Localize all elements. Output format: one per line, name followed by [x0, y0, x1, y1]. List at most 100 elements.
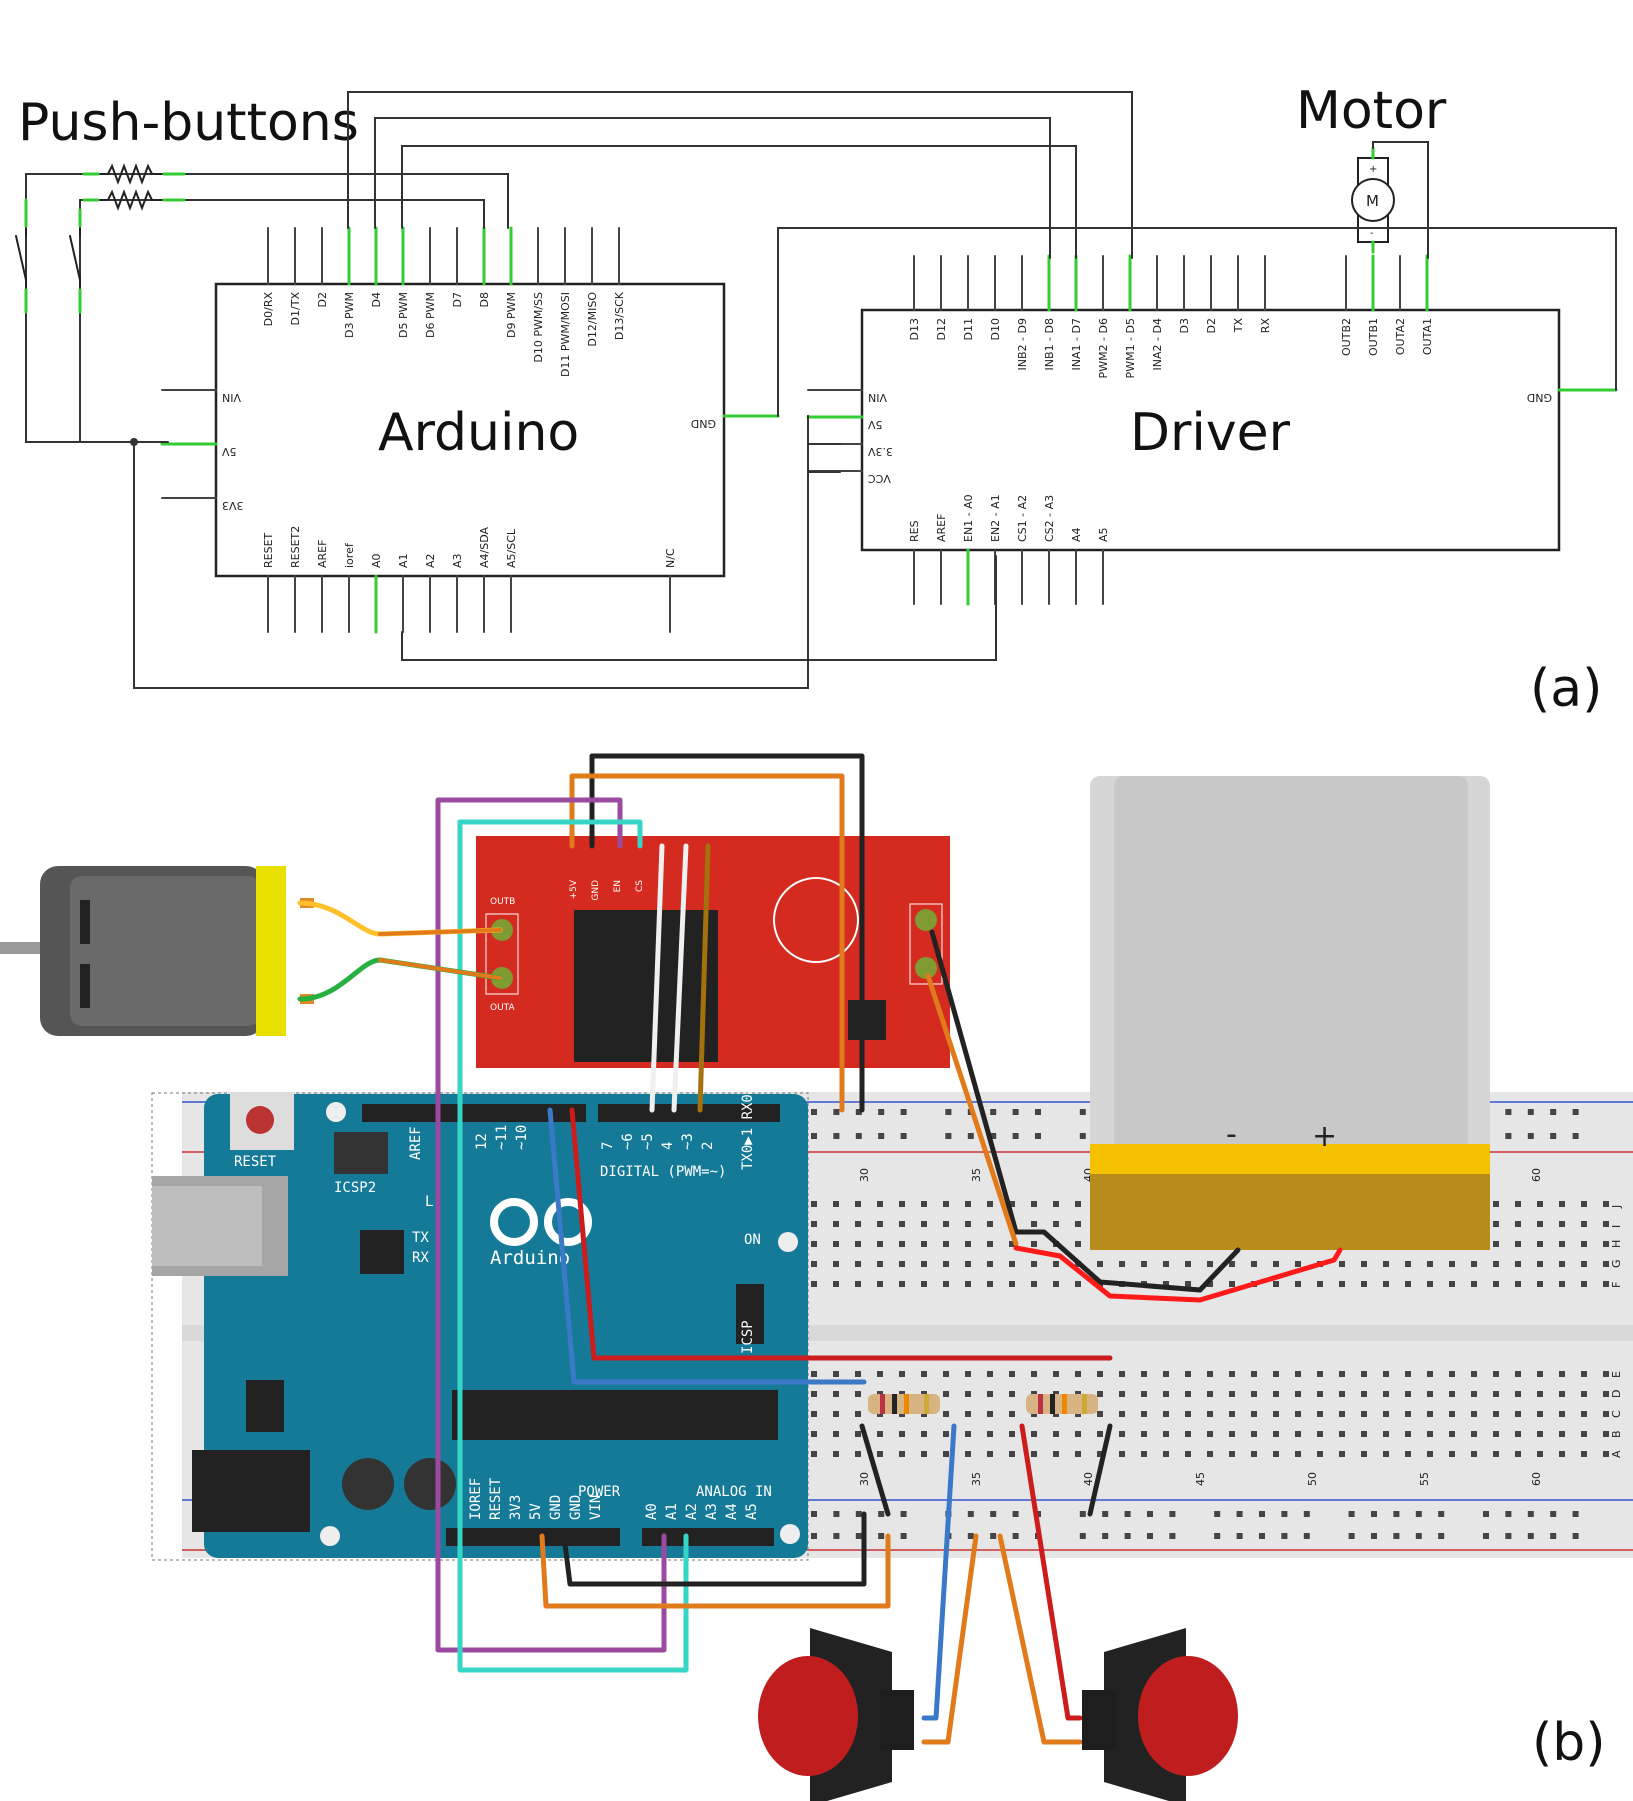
motor-plus: + — [1369, 164, 1377, 175]
breadboard-panel: 3030353540404545505055556060 JIHGFEDCBA … — [0, 753, 1633, 1801]
ard-analog-pin-4: A4 — [724, 1503, 740, 1520]
ard-digital-pin-7: ~3 — [680, 1133, 696, 1150]
arduino-left-pin-2: 3V3 — [222, 499, 244, 512]
power-label: POWER — [578, 1484, 621, 1500]
bb-row-bottom-2: C — [1610, 1410, 1623, 1418]
ard-digital-pin-3: 7 — [600, 1142, 616, 1150]
bb-col-bottom-6: 60 — [1530, 1472, 1543, 1486]
driver-top-pin-7: PWM2 - D6 — [1097, 318, 1110, 378]
arduino-right-pin-0: GND — [691, 417, 716, 430]
driver-top-right-pin-1: OUTB1 — [1367, 318, 1380, 356]
bb-push-button-right[interactable] — [1082, 1628, 1238, 1801]
bb-push-button-left[interactable] — [758, 1628, 914, 1801]
driver-left-pin-1: 5V — [868, 418, 883, 431]
arduino-bottom-pin-2: AREF — [316, 540, 329, 568]
bb-row-top-1: I — [1610, 1225, 1623, 1228]
arduino-pin-8: D8 — [478, 292, 491, 307]
ard-digital-pin-6: 4 — [660, 1142, 676, 1150]
arduino-pin-10: D10 PWM/SS — [532, 292, 545, 363]
arduino-bottom-pin-3: ioref — [343, 542, 356, 568]
icsp2-label: ICSP2 — [334, 1180, 376, 1196]
bb-col-top-6: 60 — [1530, 1168, 1543, 1182]
arduino-logo — [490, 1198, 592, 1246]
driver-outb-label: OUTB — [490, 897, 515, 907]
driver-right-pin-0: GND — [1527, 391, 1552, 404]
bb-col-bottom-1: 35 — [970, 1472, 983, 1486]
arduino-bottom-pin-10: N/C — [664, 548, 677, 568]
rx-label: RX — [412, 1250, 429, 1266]
bb-row-bottom-1: D — [1610, 1390, 1623, 1398]
bb-col-bottom-0: 30 — [858, 1472, 871, 1486]
driver-top-right-pin-2: OUTA2 — [1394, 318, 1407, 355]
arduino-bottom-pin-0: RESET — [262, 532, 275, 568]
arduino-bottom-pin-4: A0 — [370, 553, 383, 568]
driver-label: Driver — [1130, 403, 1291, 463]
arduino-label: Arduino — [378, 403, 579, 463]
driver-outa-label: OUTA — [490, 1003, 515, 1013]
driver-bottom-pin-0: RES — [908, 520, 921, 542]
driver-top-right-pin-0: OUTB2 — [1340, 318, 1353, 356]
arduino-board: RESET ICSP2 Arduino L TX RX ON ICSP AREF… — [152, 1077, 808, 1558]
driver-top-pin-12: TX — [1232, 318, 1245, 334]
bb-row-bottom-3: B — [1610, 1430, 1623, 1438]
battery-plus: + — [1312, 1119, 1337, 1154]
ard-power-pin-5: GND — [568, 1495, 584, 1520]
driver-top-pin-10: D3 — [1178, 318, 1191, 333]
arduino-box — [214, 282, 726, 578]
schematic-pins: D0/RX D1/TX D2 D3 PWM D4 D5 PWM D6 PWM D7 D8 D9 P… — [160, 226, 1618, 634]
driver-top-pin-2: D11 — [962, 318, 975, 340]
drv-pin-2: EN — [613, 880, 623, 892]
on-label: ON — [744, 1232, 761, 1248]
bb-col-bottom-3: 45 — [1194, 1472, 1207, 1486]
driver-bottom-pin-3: EN2 - A1 — [989, 494, 1002, 542]
drv-pin-3: CS — [635, 880, 645, 892]
ard-power-pin-0: IOREF — [468, 1478, 484, 1520]
driver-top-pin-5: INB1 - D8 — [1043, 318, 1056, 370]
arduino-bottom-pin-7: A3 — [451, 553, 464, 568]
bb-row-top-3: G — [1610, 1259, 1623, 1268]
ard-analog-pin-0: A0 — [644, 1503, 660, 1520]
junction-5v — [130, 438, 138, 446]
arduino-bottom-pin-8: A4/SDA — [478, 527, 491, 568]
arduino-bottom-pin-6: A2 — [424, 553, 437, 568]
bb-col-bottom-5: 55 — [1418, 1472, 1431, 1486]
driver-board: OUTB OUTA +5V GND EN CS — [476, 836, 950, 1068]
schematic-wires — [25, 91, 1617, 689]
bb-row-top-4: F — [1610, 1282, 1623, 1288]
ard-digital-pin-2: ~10 — [514, 1125, 530, 1150]
bb-row-bottom-4: A — [1610, 1450, 1623, 1458]
driver-left-pin-2: 3.3V — [868, 445, 893, 458]
arduino-pin-4: D4 — [370, 292, 383, 307]
bb-col-bottom-4: 50 — [1306, 1472, 1319, 1486]
ard-power-pin-2: 3V3 — [508, 1495, 524, 1520]
breadboard-row-letters: J I H G F E D C B A — [1610, 1205, 1623, 1458]
driver-top-pin-0: D13 — [908, 318, 921, 340]
motor-symbol-label: M — [1366, 192, 1379, 210]
ard-analog-pin-2: A2 — [684, 1503, 700, 1520]
bb-row-bottom-0: E — [1610, 1371, 1623, 1378]
analog-in-label: ANALOG IN — [696, 1484, 772, 1500]
ard-digital-pin-8: 2 — [700, 1142, 716, 1150]
icsp-label: ICSP — [740, 1320, 756, 1354]
motor-symbol: M + - — [1351, 146, 1395, 254]
driver-bottom-pin-1: AREF — [935, 514, 948, 542]
panel-b-label: (b) — [1532, 1713, 1606, 1773]
arduino-pin-7: D7 — [451, 292, 464, 307]
reset-button[interactable] — [246, 1106, 274, 1134]
aref-label: AREF — [408, 1126, 424, 1160]
arduino-bottom-pin-1: RESET2 — [289, 526, 302, 568]
resistor-1 — [93, 163, 169, 211]
bb-row-top-0: J — [1610, 1205, 1623, 1209]
drv-pin-1: GND — [591, 880, 601, 901]
arduino-pin-13: D13/SCK — [613, 291, 626, 340]
ard-power-pin-4: GND — [548, 1495, 564, 1520]
ard-analog-pin-5: A5 — [744, 1503, 760, 1520]
motor-label: Motor — [1296, 81, 1447, 141]
bb-resistors — [868, 1394, 1098, 1414]
driver-top-pin-11: D2 — [1205, 318, 1218, 333]
battery: - + — [1090, 776, 1490, 1250]
arduino-pin-11: D11 PWM/MOSI — [559, 292, 572, 377]
ard-power-pin-1: RESET — [488, 1477, 504, 1520]
driver-top-pin-8: PWM1 - D5 — [1124, 318, 1137, 378]
schematic-panel: Arduino Driver D0/RX D1/TX D2 D3 PWM D4 D5 PW… — [15, 81, 1618, 719]
